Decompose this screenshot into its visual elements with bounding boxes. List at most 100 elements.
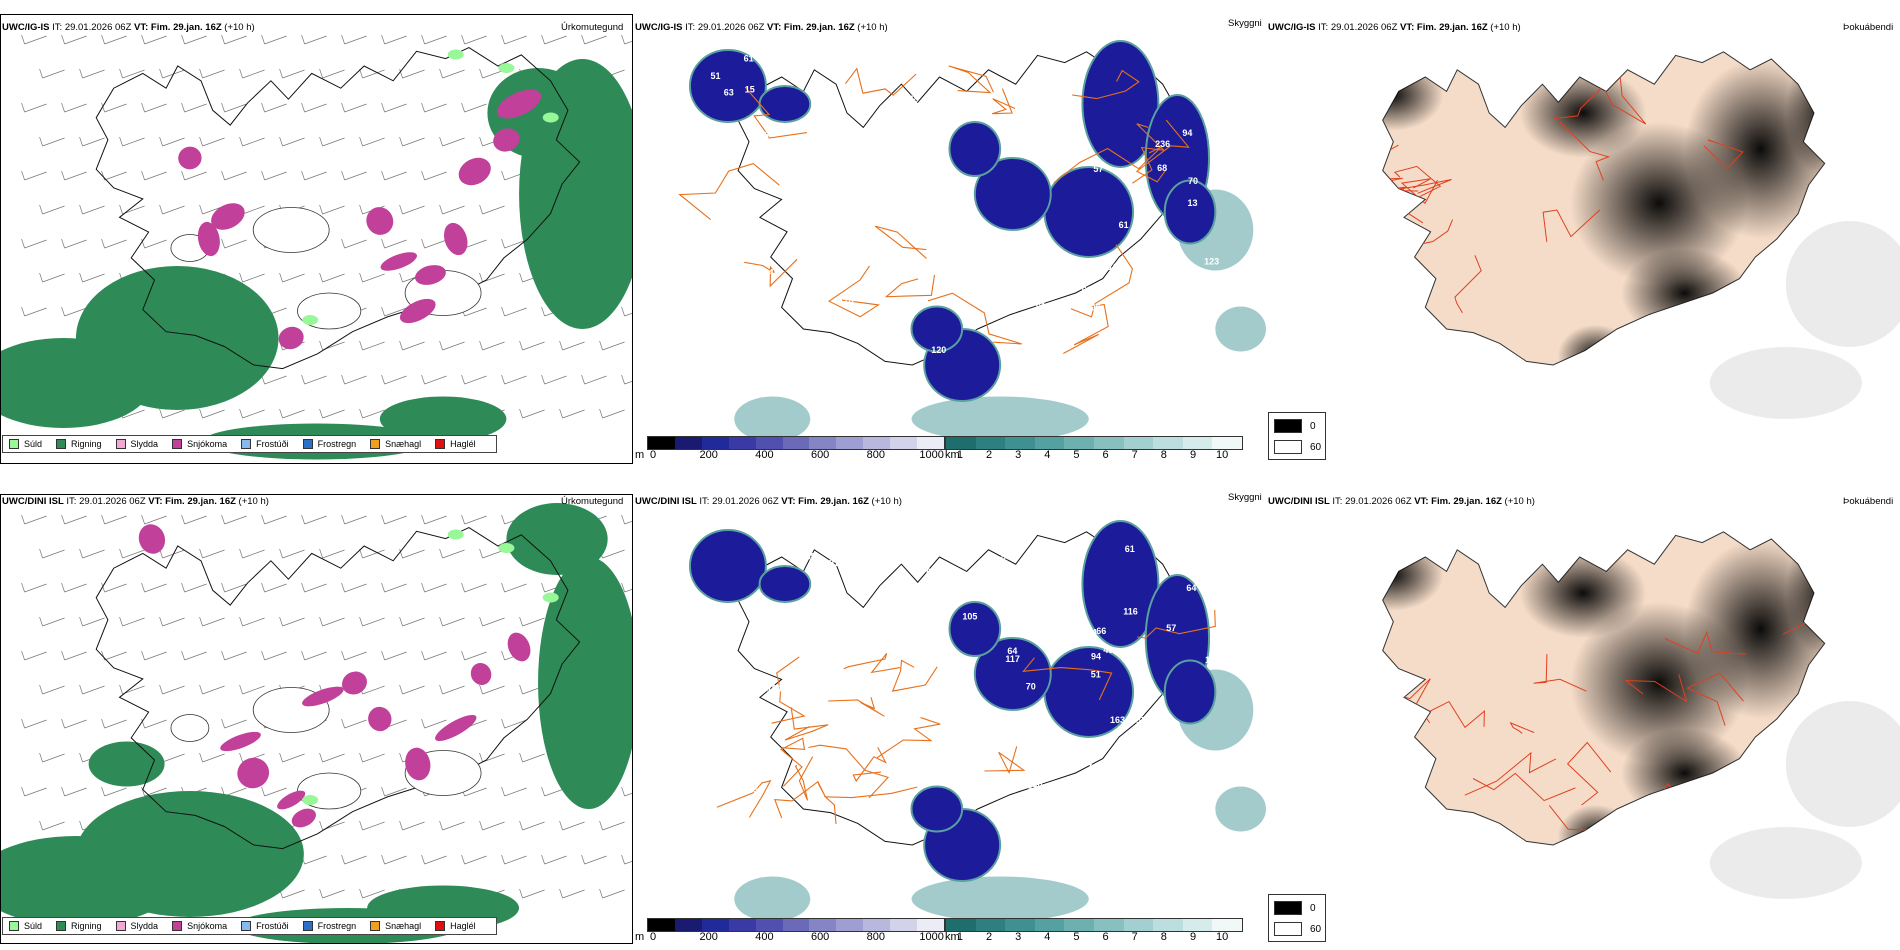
elevation-value-label: 91 xyxy=(829,558,839,568)
wind-barb xyxy=(559,888,585,899)
wind-barb xyxy=(101,238,127,249)
snow-area xyxy=(138,524,531,828)
wind-barb xyxy=(421,238,447,249)
road-line xyxy=(1070,244,1133,318)
wind-barb xyxy=(61,514,87,525)
snow-blob xyxy=(291,808,316,828)
wind-barb xyxy=(221,238,247,249)
elevation-value-label: 120 xyxy=(931,345,946,355)
elevation-value-label: 94 xyxy=(1091,651,1101,661)
road-line xyxy=(808,744,890,799)
wind-barb xyxy=(341,170,367,181)
legend-item: Snæhagl xyxy=(370,439,421,449)
elevation-value-label: 63 xyxy=(724,88,734,98)
fog-blob xyxy=(1684,539,1825,719)
wind-barb xyxy=(181,582,207,593)
elevation-value-label: 70 xyxy=(1026,681,1036,691)
wind-barb xyxy=(381,170,407,181)
model-name: UWC/IG-IS xyxy=(635,22,683,33)
colorbar-step xyxy=(1153,919,1183,931)
colorbar-step xyxy=(917,919,944,931)
road-line xyxy=(1053,146,1162,183)
road-line xyxy=(884,274,936,298)
drizzle-blob xyxy=(447,529,464,540)
elevation-value-label: 101 xyxy=(1108,262,1123,272)
legend-swatch xyxy=(241,921,252,931)
elevation-value-label: 65 xyxy=(832,122,842,132)
road-line xyxy=(780,737,806,787)
wind-barb xyxy=(381,786,407,797)
wind-barb xyxy=(541,34,567,45)
wind-barb xyxy=(141,582,167,593)
precip-map-panel-1: Súld Rigning Slydda Snjókoma Frostúði Frostre… xyxy=(0,494,633,944)
wind-barb xyxy=(439,548,465,559)
it-label: IT: xyxy=(1332,496,1343,507)
elevation-value-label: 61 xyxy=(744,54,754,64)
legend-swatch xyxy=(435,921,446,931)
colorbar-tick: 6 xyxy=(1102,449,1109,461)
fog-blob xyxy=(1382,59,1444,131)
river-line xyxy=(1653,782,1706,839)
fog-blob xyxy=(1382,539,1444,611)
drizzle-blob xyxy=(302,795,319,805)
wind-barb xyxy=(279,888,305,899)
elevation-blob xyxy=(910,305,964,353)
visibility-ticks-0: 1 2 3 4 5 6 7 8 9 10 xyxy=(945,449,1243,463)
elevation-value-label: 120 xyxy=(1093,822,1108,832)
wind-barb xyxy=(79,204,105,215)
wind-barb xyxy=(39,272,65,283)
road-line xyxy=(771,656,806,724)
wind-barb xyxy=(341,238,367,249)
wind-barb xyxy=(381,238,407,249)
elevation-value-label: 45 xyxy=(1176,86,1186,96)
river-line xyxy=(1514,51,1564,73)
wind-barb xyxy=(621,306,633,317)
colorbar-tick: 8 xyxy=(1160,449,1167,461)
elevation-unit-1: m xyxy=(635,931,645,943)
elevation-value-label: 91 xyxy=(1036,301,1046,311)
elevation-value-label: 52 xyxy=(881,625,891,635)
elevation-value-label: 236 xyxy=(1155,139,1170,149)
elevation-value-label: 58 xyxy=(816,757,826,767)
wind-barb xyxy=(519,408,545,419)
snow-blob xyxy=(507,632,531,662)
elevation-value-label: 75 xyxy=(919,181,929,191)
wind-barb xyxy=(261,102,287,113)
cloud-legend-label: 0 xyxy=(1310,902,1316,914)
wind-barb xyxy=(21,306,47,317)
wind-barb xyxy=(101,514,127,525)
elevation-value-label: 61 xyxy=(1119,220,1129,230)
wind-barb xyxy=(599,820,625,831)
colorbar-tick: 6 xyxy=(1102,931,1109,943)
vt-value: Fim. 29.jan. 16Z xyxy=(1431,496,1502,507)
elevation-value-label: 57 xyxy=(851,587,861,597)
colorbar-step xyxy=(1093,919,1124,931)
colorbar-tick: 4 xyxy=(1044,931,1051,943)
wind-barb xyxy=(301,514,327,525)
snow-blob xyxy=(415,265,446,285)
legend-item: Snæhagl xyxy=(370,921,421,931)
wind-barb xyxy=(239,272,265,283)
elevation-value-label: 45 xyxy=(776,623,786,633)
wind-barb xyxy=(381,650,407,661)
wind-barb xyxy=(21,650,47,661)
wind-barb xyxy=(519,820,545,831)
wind-barb xyxy=(79,68,105,79)
wind-barb xyxy=(421,582,447,593)
colorbar-step xyxy=(728,437,756,449)
elevation-value-label: 70 xyxy=(1188,176,1198,186)
wind-barb xyxy=(239,548,265,559)
precip-legend-0: Súld Rigning Slydda Snjókoma Frostúði Frostre… xyxy=(2,435,497,453)
wind-barb xyxy=(359,136,385,147)
snow-blob xyxy=(470,662,492,686)
wind-barb xyxy=(141,650,167,661)
lead-time: (+10 h) xyxy=(224,22,255,33)
wind-barb xyxy=(221,170,247,181)
colorbar-tick: 3 xyxy=(1015,449,1022,461)
header-right-0: UWC/IG-IS IT: 29.01.2026 06Z VT: Fim. 29… xyxy=(1268,21,1521,35)
wind-barb xyxy=(159,616,185,627)
elevation-value-label: 67 xyxy=(1084,275,1094,285)
lead-time: (+10 h) xyxy=(871,496,902,507)
elevation-value-label: 61 xyxy=(707,323,717,333)
elevation-value-label: 136 xyxy=(754,130,769,140)
